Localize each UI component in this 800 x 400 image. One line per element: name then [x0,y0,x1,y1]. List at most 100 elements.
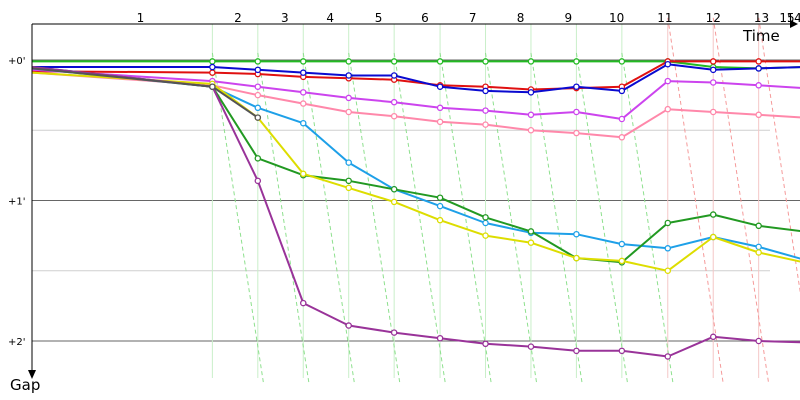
data-point [345,72,352,79]
data-point [345,177,352,185]
lap-marker-green [302,52,355,384]
data-point [390,198,398,206]
x-tick-label: 10 [609,11,624,25]
data-point [300,170,307,178]
x-tick-label: 8 [517,11,525,25]
data-point [390,186,398,193]
data-point [254,83,262,90]
data-point [482,219,489,227]
data-point [527,111,535,119]
series-line [32,63,800,94]
data-point [573,254,580,262]
lap-markers [211,17,800,384]
data-point [573,230,580,238]
x-tick-label: 9 [565,11,573,25]
lap-marker-red [667,17,724,384]
x-tick-label: 12 [706,11,721,25]
data-point [300,69,307,76]
lap-marker-green [530,52,583,384]
data-point [527,239,535,246]
data-point [390,112,398,120]
data-point [618,134,626,141]
data-point [300,299,307,307]
data-point [254,58,262,65]
data-point [618,257,626,265]
data-point [300,89,307,96]
data-point [618,115,626,123]
data-point [436,194,444,201]
data-point [209,63,216,71]
data-point [390,329,398,336]
series-line [31,71,800,272]
data-point [573,347,580,355]
series-lines [31,58,800,360]
data-point [482,87,489,95]
series-line [31,71,800,139]
x-tick-label: 3 [281,11,289,25]
data-point [390,72,398,79]
data-point [436,118,444,126]
x-tick-label: 5 [375,11,383,25]
y-axis-title: Gap [10,376,40,394]
data-point [755,337,762,345]
data-point [209,69,216,76]
data-point [755,249,762,256]
data-point [573,129,580,137]
data-point [254,155,262,162]
series-line [31,66,800,358]
data-point [482,107,489,114]
x-axis-arrow [790,20,798,28]
y-tick-label: +2' [8,337,26,348]
data-point [209,58,216,65]
x-tick-label: 11 [657,11,672,25]
data-point [573,83,580,90]
data-point [300,100,307,107]
data-point [709,333,717,341]
data-point [755,222,762,230]
lap-marker-green [575,52,629,384]
data-point [664,219,672,227]
data-point [436,334,444,342]
data-point [482,58,489,65]
series-line [32,60,800,70]
x-tick-label: 15 [779,11,794,25]
data-point [482,121,489,128]
data-point [618,240,626,248]
data-point [755,243,762,251]
data-point [482,232,489,239]
y-tick-label: +0' [8,56,26,67]
x-tick-label: 6 [421,11,429,25]
data-point [618,347,626,355]
data-point [709,79,717,86]
data-point [390,58,398,65]
data-point [345,159,352,166]
series-line [31,68,800,120]
x-tick-label: 2 [234,11,242,25]
x-tick-label: 13 [754,11,769,25]
data-point [664,105,672,113]
data-point [527,58,535,65]
data-point [345,322,352,329]
data-point [345,108,352,116]
x-tick-label: 7 [469,11,477,25]
x-axis-title: Time [742,27,780,45]
data-point [390,98,398,106]
data-point [254,91,262,99]
lap-marker-red [758,17,800,294]
y-tick-label: +1' [8,197,26,208]
data-point [573,58,580,65]
axes [28,20,798,379]
lap-marker-red [712,17,770,384]
series-line [31,66,800,264]
data-point [527,343,535,350]
data-point [345,58,352,65]
x-tick-label: 14 [787,11,800,25]
data-point [436,83,444,90]
data-point [755,111,762,119]
data-point [664,77,672,85]
data-point [709,108,717,116]
data-point [254,104,262,112]
data-point [664,245,672,252]
